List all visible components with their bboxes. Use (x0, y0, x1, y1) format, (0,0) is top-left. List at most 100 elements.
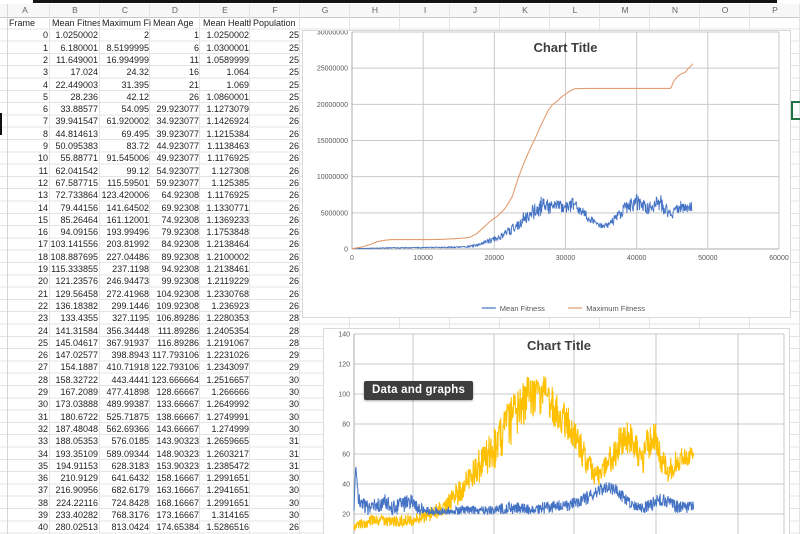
data-cell[interactable]: 1.2603217 (206, 448, 249, 459)
data-cell[interactable]: 133.66667 (156, 399, 199, 410)
data-cell[interactable]: 79.92308 (161, 227, 199, 238)
data-cell[interactable]: 42.12 (126, 91, 149, 102)
data-cell[interactable]: 2 (143, 30, 149, 41)
data-cell[interactable]: 28 (37, 374, 48, 385)
data-cell[interactable]: 61.920002 (106, 116, 149, 127)
data-cell[interactable]: 143.90323 (156, 436, 199, 447)
data-cell[interactable]: 115.59501 (107, 177, 149, 188)
data-cell[interactable]: 237.1198 (112, 264, 149, 274)
data-cell[interactable]: 31 (288, 436, 299, 447)
data-cell[interactable]: 29 (288, 350, 299, 361)
data-cell[interactable]: 79.44156 (60, 202, 98, 213)
data-cell[interactable]: 173.03888 (55, 399, 98, 410)
data-cell[interactable]: 104.92308 (156, 288, 199, 299)
data-cell[interactable]: 9 (42, 141, 48, 151)
data-cell[interactable]: 123.420006 (101, 190, 149, 201)
data-cell[interactable]: 24 (37, 325, 48, 336)
data-cell[interactable]: 26 (288, 202, 299, 213)
data-cell[interactable]: 1.5286516 (206, 522, 249, 533)
data-cell[interactable]: 39.941547 (55, 116, 98, 127)
data-cell[interactable]: 10 (37, 153, 48, 164)
data-cell[interactable]: 163.16667 (156, 485, 199, 496)
data-cell[interactable]: 111.89286 (157, 325, 199, 336)
data-cell[interactable]: 1.2231026 (206, 350, 249, 361)
data-cell[interactable]: 1.2385472 (206, 460, 249, 471)
data-cell[interactable]: 173.16667 (156, 510, 199, 520)
data-cell[interactable]: 91.545006 (106, 153, 149, 164)
data-cell[interactable]: 30 (288, 510, 299, 520)
data-cell[interactable]: 106.89286 (156, 313, 199, 324)
data-cell[interactable]: 17 (37, 239, 48, 250)
data-cell[interactable]: 576.0185 (111, 436, 149, 447)
data-cell[interactable]: 23 (37, 313, 48, 324)
data-cell[interactable]: 54.095 (121, 104, 149, 115)
header-cell[interactable]: Mean Fitness (52, 18, 100, 28)
data-cell[interactable]: 1.2138464 (206, 239, 249, 250)
data-cell[interactable]: 1.2280353 (206, 313, 249, 324)
data-cell[interactable]: 25 (288, 67, 299, 78)
legend-label[interactable]: Mean Fitness (500, 304, 545, 313)
data-cell[interactable]: 21 (37, 288, 48, 299)
data-cell[interactable]: 21 (188, 79, 199, 90)
data-cell[interactable]: 145.04617 (55, 337, 98, 348)
data-cell[interactable]: 30 (288, 497, 299, 508)
data-cell[interactable]: 136.18382 (55, 300, 98, 311)
fitness-chart[interactable]: 0 5000000 10000000 15000000 20000000 25000000… (302, 30, 791, 318)
data-cell[interactable]: 25 (288, 91, 299, 102)
data-cell[interactable]: 26 (288, 522, 299, 533)
data-cell[interactable]: 6.180001 (60, 42, 98, 53)
data-cell[interactable]: 246.94473 (106, 276, 149, 287)
data-cell[interactable]: 1.0300001 (206, 42, 249, 53)
data-cell[interactable]: 133.4355 (60, 313, 98, 324)
data-cell[interactable]: 193.35109 (55, 448, 98, 459)
data-cell[interactable]: 477.41898 (106, 387, 149, 397)
data-cell[interactable]: 38 (37, 497, 48, 508)
header-cell[interactable]: Maximum Fitness (102, 18, 151, 28)
data-cell[interactable]: 94.09156 (60, 227, 98, 238)
data-cell[interactable]: 117.793106 (152, 350, 199, 361)
data-cell[interactable]: 16.994999 (106, 54, 149, 65)
data-cell[interactable]: 69.495 (121, 128, 149, 139)
data-cell[interactable]: 35 (37, 460, 48, 471)
data-cell[interactable]: 28 (288, 313, 299, 324)
data-cell[interactable]: 367.91937 (106, 337, 149, 348)
data-cell[interactable]: 26 (288, 190, 299, 201)
data-cell[interactable]: 26 (288, 227, 299, 238)
data-cell[interactable]: 768.3176 (111, 510, 149, 520)
data-cell[interactable]: 37 (37, 485, 48, 496)
data-cell[interactable]: 1.2991651 (206, 473, 249, 484)
header-cell[interactable]: Population (253, 18, 296, 28)
data-cell[interactable]: 31 (288, 460, 299, 471)
data-cell[interactable]: 25 (288, 42, 299, 53)
data-cell[interactable]: 84.92308 (161, 239, 199, 250)
data-cell[interactable]: 26 (288, 141, 299, 151)
data-cell[interactable]: 115.333855 (51, 264, 98, 274)
data-cell[interactable]: 54.923077 (156, 165, 199, 176)
data-cell[interactable]: 1.2119229 (207, 276, 249, 287)
data-cell[interactable]: 28 (288, 325, 299, 336)
data-cell[interactable]: 1.0250002 (206, 30, 249, 41)
data-cell[interactable]: 299.1446 (111, 300, 149, 311)
data-cell[interactable]: 158.16667 (156, 473, 199, 484)
data-cell[interactable]: 103.141556 (50, 239, 98, 250)
data-cell[interactable]: 1.1176925 (207, 153, 249, 164)
data-cell[interactable]: 1.2659665 (206, 436, 249, 447)
data-cell[interactable]: 26 (288, 177, 299, 188)
data-cell[interactable]: 1 (42, 42, 48, 53)
data-cell[interactable]: 62.041542 (55, 165, 98, 176)
data-cell[interactable]: 40 (37, 522, 48, 533)
data-cell[interactable]: 20 (37, 276, 48, 287)
data-cell[interactable]: 17.024 (70, 67, 98, 78)
data-cell[interactable]: 59.923077 (156, 177, 199, 188)
data-cell[interactable]: 26 (288, 276, 299, 287)
data-cell[interactable]: 99.92308 (161, 276, 199, 287)
data-cell[interactable]: 27 (37, 362, 48, 373)
data-cell[interactable]: 33.88577 (60, 104, 98, 115)
data-cell[interactable]: 203.81992 (106, 239, 149, 250)
data-cell[interactable]: 29 (37, 387, 48, 397)
data-cell[interactable]: 143.66667 (156, 423, 199, 434)
data-cell[interactable]: 138.66667 (156, 411, 199, 422)
data-cell[interactable]: 327.1195 (112, 313, 149, 324)
data-cell[interactable]: 39 (37, 510, 48, 520)
data-cell[interactable]: 44.814613 (55, 128, 98, 139)
